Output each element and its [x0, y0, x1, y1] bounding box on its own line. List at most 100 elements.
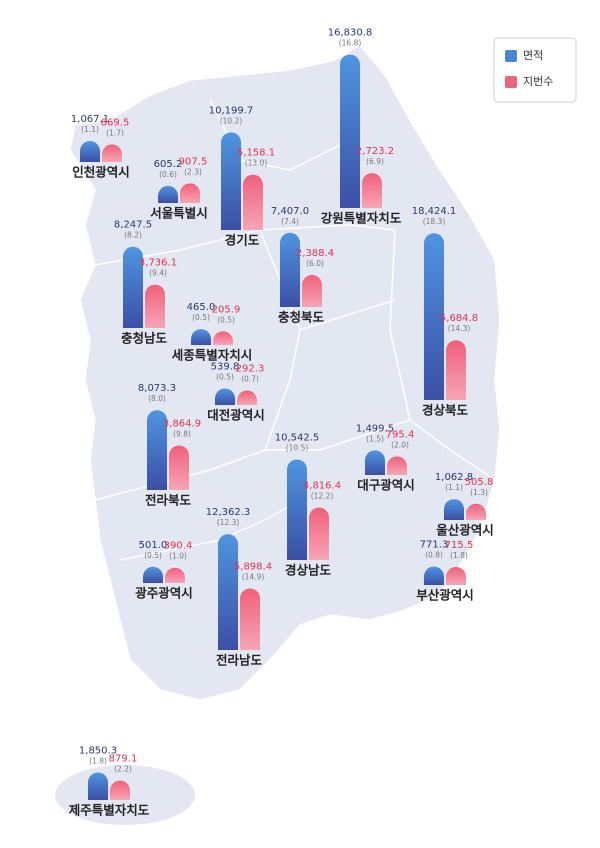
area-value: 18,424.1	[412, 206, 457, 217]
area-bar	[280, 232, 300, 307]
parcels-share: (2.2)	[114, 765, 132, 774]
parcels-bar	[180, 183, 200, 203]
area-bar	[88, 772, 108, 800]
area-share: (1.1)	[81, 125, 99, 134]
parcels-bar	[466, 503, 486, 520]
parcels-bar	[110, 780, 130, 800]
area-share: (16.8)	[339, 39, 362, 48]
area-value: 1,062.8	[435, 472, 473, 483]
peninsula	[69, 44, 501, 701]
parcels-bar	[446, 340, 466, 400]
parcels-bar	[362, 173, 382, 208]
area-bar	[424, 566, 444, 585]
parcels-share: (1.0)	[169, 552, 187, 561]
parcels-bar	[240, 588, 260, 650]
area-share: (0.5)	[144, 551, 162, 560]
parcels-value: 205.9	[212, 304, 241, 315]
area-bar	[424, 233, 444, 400]
parcels-share: (9.8)	[173, 430, 191, 439]
area-value: 8,073.3	[138, 383, 176, 394]
region-name: 제주특별자치도	[69, 803, 150, 818]
parcels-value: 879.1	[109, 754, 138, 765]
parcels-share: (14.3)	[448, 324, 471, 333]
area-bar	[444, 499, 464, 520]
area-value: 501.0	[139, 540, 168, 551]
area-share: (8.0)	[148, 394, 166, 403]
legend-swatch	[505, 76, 517, 88]
region-name: 경기도	[225, 233, 260, 248]
parcels-value: 669.5	[101, 117, 130, 128]
area-value: 539.8	[211, 361, 240, 372]
parcels-bar	[446, 566, 466, 585]
region-name: 충청북도	[278, 310, 325, 325]
parcels-value: 390.4	[164, 541, 193, 552]
region-name: 세종특별자치시	[172, 348, 253, 363]
parcels-share: (0.7)	[241, 375, 259, 384]
area-bar	[143, 566, 163, 583]
parcels-share: (6.0)	[306, 259, 324, 268]
parcels-bar	[145, 284, 165, 328]
region-name: 경상북도	[422, 403, 469, 418]
area-bar	[191, 329, 211, 345]
legend-swatch	[505, 50, 517, 62]
parcels-share: (13.0)	[245, 159, 268, 168]
area-share: (7.4)	[281, 217, 299, 226]
parcels-bar	[309, 507, 329, 560]
parcels-value: 5,898.4	[234, 561, 272, 572]
legend-label: 지번수	[523, 75, 553, 88]
parcels-value: 2,388.4	[296, 248, 334, 259]
region-name: 경상남도	[285, 563, 332, 578]
area-share: (0.8)	[425, 551, 443, 560]
parcels-share: (1.3)	[470, 488, 488, 497]
area-share: (10.5)	[286, 443, 309, 452]
area-share: (18.3)	[423, 217, 446, 226]
parcels-value: 5,158.1	[237, 148, 275, 159]
region-name: 대전광역시	[207, 408, 265, 423]
parcels-value: 505.8	[465, 477, 494, 488]
area-share: (10.2)	[220, 116, 243, 125]
area-value: 465.0	[187, 302, 216, 313]
area-bar	[80, 141, 100, 162]
region-name: 대구광역시	[357, 478, 415, 493]
region-name: 전라북도	[145, 493, 192, 508]
parcels-bar	[387, 456, 407, 475]
area-value: 1,499.5	[356, 423, 394, 434]
area-share: (0.5)	[216, 372, 234, 381]
parcels-value: 4,816.4	[303, 481, 341, 492]
region-name: 인천광역시	[72, 165, 130, 180]
area-bar	[123, 246, 143, 328]
region-name: 전라남도	[216, 653, 263, 668]
area-share: (0.6)	[159, 170, 177, 179]
parcels-value: 715.5	[445, 540, 474, 551]
area-bar	[221, 132, 241, 230]
area-value: 1,850.3	[79, 745, 117, 756]
area-share: (1.8)	[89, 756, 107, 765]
parcels-share: (6.9)	[366, 157, 384, 166]
area-share: (0.5)	[192, 313, 210, 322]
parcels-share: (0.5)	[217, 315, 235, 324]
parcels-bar	[169, 445, 189, 490]
parcels-value: 2,723.2	[356, 146, 394, 157]
region-name: 강원특별자치도	[321, 211, 402, 226]
area-bar	[340, 54, 360, 208]
area-value: 16,830.8	[328, 28, 373, 39]
parcels-share: (2.0)	[391, 440, 409, 449]
region-name: 충청남도	[121, 331, 168, 346]
parcels-share: (1.8)	[450, 551, 468, 560]
parcels-value: 3,864.9	[163, 419, 201, 430]
area-bar	[158, 185, 179, 203]
parcels-value: 292.3	[236, 364, 265, 375]
region-name: 부산광역시	[416, 588, 474, 603]
parcels-value: 907.5	[179, 156, 208, 167]
area-value: 771.3	[420, 540, 449, 551]
area-value: 12,362.3	[206, 507, 251, 518]
parcels-bar	[302, 274, 322, 307]
area-value: 8,247.5	[114, 220, 152, 231]
area-share: (1.1)	[445, 483, 463, 492]
area-bar	[365, 450, 385, 475]
parcels-value: 3,736.1	[139, 258, 177, 269]
area-share: (12.3)	[217, 518, 240, 527]
area-bar	[215, 388, 235, 405]
region-name: 서울특별시	[150, 206, 208, 221]
